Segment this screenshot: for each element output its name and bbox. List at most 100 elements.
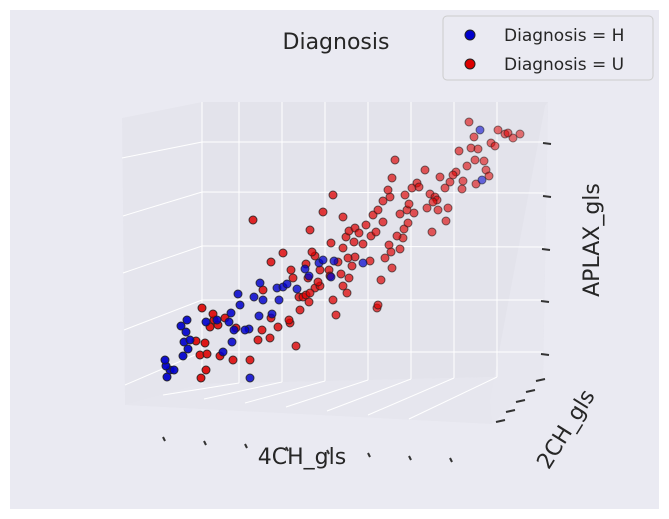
- point-u-66: [278, 248, 288, 258]
- point-u-113: [392, 231, 402, 241]
- point-u-56: [395, 244, 405, 254]
- point-h-22: [254, 311, 264, 321]
- point-u-47: [378, 217, 388, 227]
- point-u-39: [342, 288, 352, 298]
- x-axis-label: 4CH_gls: [258, 445, 346, 470]
- point-u-117: [358, 239, 368, 249]
- point-u-26: [307, 247, 317, 257]
- point-u-74: [414, 182, 424, 192]
- point-h-24: [267, 309, 277, 319]
- point-u-83: [427, 227, 437, 237]
- point-h-42: [477, 175, 487, 185]
- point-h-4: [160, 355, 170, 365]
- point-u-44: [371, 227, 381, 237]
- point-u-21: [304, 297, 314, 307]
- point-u-0: [248, 215, 258, 225]
- point-u-134: [338, 281, 348, 291]
- point-u-71: [404, 199, 414, 209]
- point-h-41: [475, 125, 485, 135]
- point-u-6: [202, 349, 212, 359]
- point-u-106: [448, 170, 458, 180]
- side-pane: [490, 102, 548, 424]
- legend-label-u: Diagnosis = U: [504, 55, 624, 75]
- point-h-14: [226, 308, 236, 318]
- point-h-39: [240, 325, 250, 335]
- point-h-10: [182, 315, 192, 325]
- point-u-101: [515, 129, 525, 139]
- point-u-103: [470, 155, 480, 165]
- point-u-114: [386, 247, 396, 257]
- point-u-108: [433, 205, 443, 215]
- point-u-8: [228, 355, 238, 365]
- point-u-16: [284, 315, 294, 325]
- point-h-30: [282, 279, 292, 289]
- point-u-50: [383, 185, 393, 195]
- point-u-82: [420, 165, 430, 175]
- point-u-61: [328, 295, 338, 305]
- point-h-8: [185, 335, 195, 345]
- grid-lines: [121, 102, 546, 420]
- point-h-38: [358, 258, 368, 268]
- point-u-12: [253, 335, 263, 345]
- point-u-68: [373, 300, 383, 310]
- point-u-80: [440, 183, 450, 193]
- point-u-38: [344, 273, 354, 283]
- point-u-88: [457, 184, 467, 194]
- point-u-86: [454, 146, 464, 156]
- point-h-35: [329, 256, 339, 266]
- point-u-84: [441, 216, 451, 226]
- point-u-102: [484, 171, 494, 181]
- point-u-92: [473, 144, 483, 154]
- point-u-52: [390, 155, 400, 165]
- point-u-123: [295, 305, 305, 315]
- legend-marker-h: [464, 29, 476, 41]
- axis-ticks: [162, 142, 552, 463]
- point-h-2: [169, 365, 179, 375]
- point-h-12: [201, 317, 211, 327]
- floor-pane: [125, 376, 543, 424]
- point-h-17: [235, 300, 245, 310]
- point-u-90: [464, 117, 474, 127]
- point-u-67: [288, 273, 298, 283]
- point-u-124: [273, 322, 283, 332]
- point-h-23: [258, 295, 268, 305]
- point-h-20: [227, 337, 237, 347]
- point-u-42: [361, 220, 371, 230]
- point-u-115: [380, 253, 390, 263]
- point-u-132: [313, 277, 323, 287]
- point-u-60: [331, 310, 341, 320]
- point-u-2: [197, 303, 207, 313]
- point-u-63: [286, 265, 296, 275]
- legend-marker-u: [464, 58, 476, 70]
- point-u-13: [265, 333, 275, 343]
- point-u-53: [395, 209, 405, 219]
- point-u-31: [338, 243, 348, 253]
- point-h-9: [176, 321, 186, 331]
- back-pane: [202, 102, 548, 384]
- point-u-4: [200, 338, 210, 348]
- point-u-41: [354, 228, 364, 238]
- point-u-97: [493, 125, 503, 135]
- point-u-119: [343, 253, 353, 263]
- point-u-34: [338, 212, 348, 222]
- point-h-32: [300, 264, 310, 274]
- point-u-110: [409, 208, 419, 218]
- point-u-107: [443, 203, 453, 213]
- legend-label-h: Diagnosis = H: [504, 26, 624, 46]
- point-u-70: [400, 190, 410, 200]
- point-u-91: [469, 132, 479, 142]
- point-h-13: [212, 315, 222, 325]
- point-u-17: [291, 341, 301, 351]
- point-u-33: [349, 237, 359, 247]
- point-u-111: [403, 218, 413, 228]
- point-u-69: [376, 275, 386, 285]
- z-axis-label: APLAX_gls: [580, 183, 605, 297]
- point-u-64: [266, 257, 276, 267]
- point-u-79: [435, 172, 445, 182]
- point-u-27: [318, 207, 328, 217]
- point-u-46: [373, 205, 383, 215]
- point-h-36: [318, 255, 328, 265]
- point-h-40: [245, 373, 255, 383]
- point-h-25: [249, 292, 259, 302]
